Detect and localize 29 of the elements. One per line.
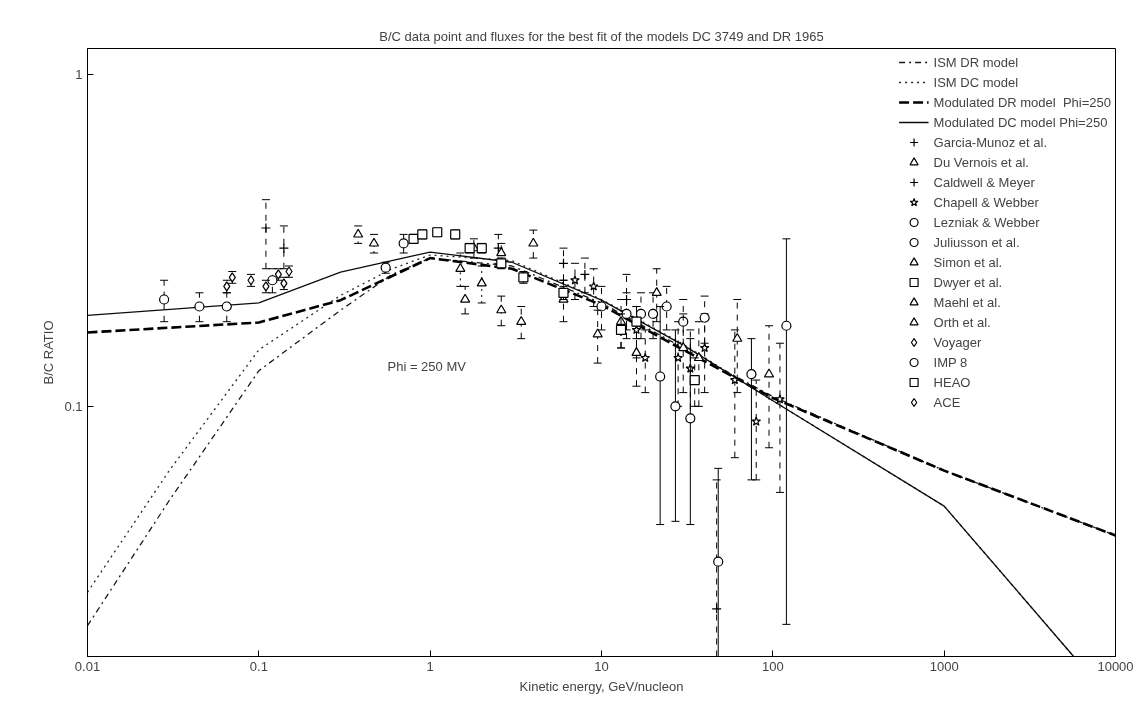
legend-label: Orth et al. — [933, 313, 991, 332]
chart-title: B/C data point and fluxes for the best fit of the models DC 3749 and DR 1965 — [379, 28, 824, 44]
x-tick-label: 10 — [594, 658, 609, 674]
x-tick-label: 0.1 — [249, 658, 268, 674]
x-tick-label: 1 — [426, 658, 434, 674]
annotation: Phi = 250 MV — [387, 359, 467, 374]
legend-label: ISM DR model — [933, 53, 1019, 72]
x-tick-label: 1000 — [929, 658, 959, 674]
x-axis-title: Kinetic energy, GeV/nucleon — [519, 678, 684, 694]
legend-label: Modulated DC model Phi=250 — [933, 113, 1108, 132]
legend-label: Maehl et al. — [933, 293, 1001, 312]
x-tick-label: 100 — [761, 658, 784, 674]
y-axis-title: B/C RATIO — [41, 320, 57, 385]
legend-label: IMP 8 — [933, 353, 968, 372]
legend-label: Modulated DR model Phi=250 — [933, 93, 1111, 112]
legend-label: Simon et al. — [933, 253, 1003, 272]
x-tick-label: 10000 — [1097, 658, 1134, 674]
legend-label: ISM DC model — [933, 73, 1019, 92]
legend-label: Juliusson et al. — [933, 233, 1020, 252]
legend-label: Du Vernois et al. — [933, 153, 1029, 172]
legend-label: Lezniak & Webber — [933, 213, 1040, 232]
legend-label: Dwyer et al. — [933, 273, 1003, 292]
legend-label: Caldwell & Meyer — [933, 173, 1035, 192]
legend-label: Voyager — [933, 333, 982, 352]
legend-label: Chapell & Webber — [933, 193, 1039, 212]
legend-label: ACE — [933, 393, 961, 412]
legend-label: HEAO — [933, 373, 971, 392]
x-tick-label: 0.01 — [74, 658, 101, 674]
legend-label: Garcia-Munoz et al. — [933, 133, 1048, 152]
